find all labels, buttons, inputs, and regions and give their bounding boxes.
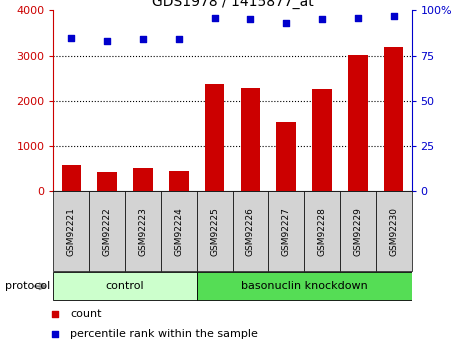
Text: GSM92230: GSM92230 — [389, 207, 398, 256]
Point — [175, 37, 182, 42]
Text: GSM92223: GSM92223 — [139, 207, 147, 256]
Bar — [53, 191, 89, 271]
Bar — [304, 191, 340, 271]
Bar — [276, 122, 296, 191]
Bar — [268, 191, 304, 271]
Bar — [89, 191, 125, 271]
Text: count: count — [70, 309, 101, 319]
Title: GDS1978 / 1415877_at: GDS1978 / 1415877_at — [152, 0, 313, 9]
Bar — [133, 168, 153, 191]
Bar — [232, 191, 268, 271]
Point — [67, 35, 75, 40]
Bar — [205, 84, 225, 191]
Text: GSM92222: GSM92222 — [103, 207, 112, 256]
Text: percentile rank within the sample: percentile rank within the sample — [70, 329, 258, 339]
Bar — [53, 273, 197, 300]
Bar — [61, 165, 81, 191]
Bar — [169, 171, 189, 191]
Bar — [125, 191, 161, 271]
Point — [103, 38, 111, 44]
Point — [318, 17, 325, 22]
Bar — [376, 191, 412, 271]
Point — [390, 13, 397, 19]
Point — [52, 332, 59, 337]
Text: GSM92229: GSM92229 — [353, 207, 362, 256]
Text: GSM92226: GSM92226 — [246, 207, 255, 256]
Point — [246, 17, 254, 22]
Bar — [348, 55, 368, 191]
Point — [211, 15, 218, 20]
Point — [282, 20, 290, 26]
Bar — [161, 191, 197, 271]
Point — [52, 311, 59, 317]
Point — [354, 15, 361, 20]
Text: GSM92224: GSM92224 — [174, 207, 183, 256]
Text: GSM92221: GSM92221 — [67, 207, 76, 256]
Text: protocol: protocol — [5, 282, 50, 291]
Point — [139, 37, 146, 42]
Text: basonuclin knockdown: basonuclin knockdown — [241, 282, 367, 291]
Bar — [340, 191, 376, 271]
Bar — [384, 47, 404, 191]
Bar — [240, 88, 260, 191]
Bar — [197, 273, 412, 300]
Bar — [312, 89, 332, 191]
Text: control: control — [106, 282, 145, 291]
Text: GSM92228: GSM92228 — [318, 207, 326, 256]
Text: GSM92227: GSM92227 — [282, 207, 291, 256]
Bar — [97, 172, 117, 191]
Text: GSM92225: GSM92225 — [210, 207, 219, 256]
Bar — [197, 191, 232, 271]
